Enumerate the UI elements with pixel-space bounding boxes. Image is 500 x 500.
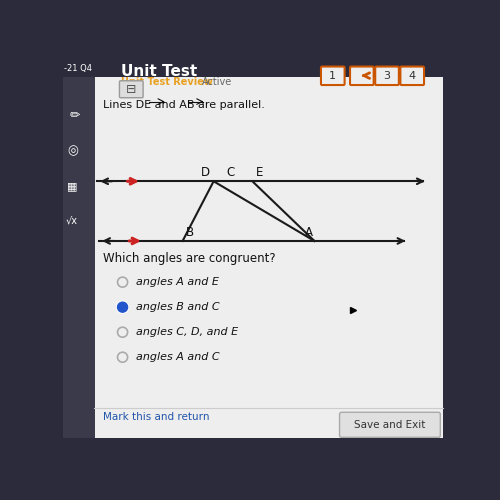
Text: ✏: ✏ bbox=[70, 110, 80, 122]
Text: angles B and C: angles B and C bbox=[136, 302, 220, 312]
FancyBboxPatch shape bbox=[400, 66, 424, 85]
Text: Lines DE and AB are parallel.: Lines DE and AB are parallel. bbox=[103, 100, 265, 110]
Text: Active: Active bbox=[202, 77, 232, 87]
Text: C: C bbox=[226, 166, 234, 179]
Bar bbox=[62, 60, 450, 78]
Text: 1: 1 bbox=[330, 70, 336, 81]
Text: Unit Test: Unit Test bbox=[120, 64, 197, 79]
Text: Unit Test Review: Unit Test Review bbox=[120, 77, 212, 87]
Text: A: A bbox=[304, 226, 312, 239]
Text: Mark this and return: Mark this and return bbox=[103, 412, 210, 422]
Text: ▦: ▦ bbox=[67, 181, 78, 191]
FancyBboxPatch shape bbox=[120, 81, 143, 98]
Text: angles A and C: angles A and C bbox=[136, 352, 220, 362]
FancyBboxPatch shape bbox=[350, 66, 374, 85]
Text: 3: 3 bbox=[384, 70, 390, 81]
Text: -21 Q4: -21 Q4 bbox=[64, 64, 92, 73]
Bar bbox=[62, 78, 96, 438]
Circle shape bbox=[117, 302, 128, 313]
FancyBboxPatch shape bbox=[375, 66, 399, 85]
Text: D: D bbox=[200, 166, 209, 179]
Text: Save and Exit: Save and Exit bbox=[354, 420, 426, 430]
Text: E: E bbox=[256, 166, 263, 179]
Text: √x: √x bbox=[66, 216, 78, 226]
Text: angles A and E: angles A and E bbox=[136, 277, 219, 287]
Text: ⊟: ⊟ bbox=[126, 83, 136, 96]
Text: angles C, D, and E: angles C, D, and E bbox=[136, 328, 238, 338]
Text: B: B bbox=[186, 226, 194, 239]
Text: Which angles are congruent?: Which angles are congruent? bbox=[103, 252, 276, 265]
FancyBboxPatch shape bbox=[321, 66, 344, 85]
Text: ◎: ◎ bbox=[67, 144, 78, 158]
FancyBboxPatch shape bbox=[340, 412, 440, 438]
Text: 4: 4 bbox=[408, 70, 416, 81]
Circle shape bbox=[118, 302, 128, 312]
